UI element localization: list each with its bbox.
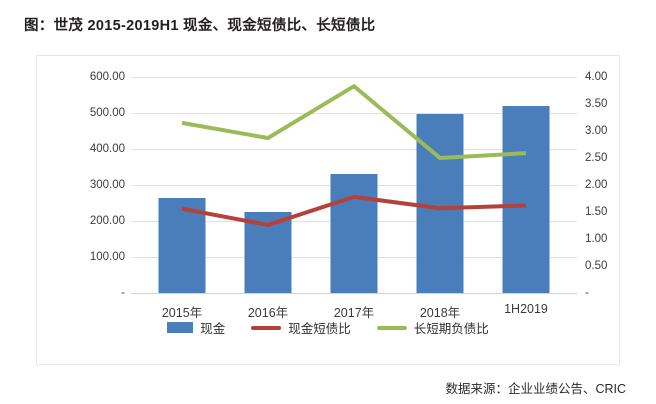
y-tick-left: 200.00 xyxy=(89,215,125,227)
y-tick-left: 600.00 xyxy=(89,71,125,83)
legend-label: 现金短债比 xyxy=(288,322,351,336)
source-note: 数据来源：企业业绩公告、CRIC xyxy=(445,382,626,396)
chart-card: - 100.00 200.00 300.00 400.00 500.00 600.00 - 0… xyxy=(36,55,620,365)
gridline xyxy=(131,113,577,114)
y-tick-left: 400.00 xyxy=(89,143,125,155)
y-tick-right: 1.50 xyxy=(585,206,608,218)
gridline xyxy=(131,149,577,150)
x-tick: 2015年 xyxy=(161,306,203,320)
line-现金短债比 xyxy=(181,194,527,227)
plot-area: - 100.00 200.00 300.00 400.00 500.00 600.00 - 0… xyxy=(90,71,608,320)
line-长短期负债比 xyxy=(181,84,527,160)
legend-item[interactable]: 现金 xyxy=(167,318,225,337)
gridline xyxy=(131,77,577,78)
line-series-layer xyxy=(181,84,527,227)
y-tick-right: 3.50 xyxy=(585,98,608,110)
y-tick-right: - xyxy=(585,287,589,299)
legend-swatch-icon xyxy=(167,322,194,333)
bar xyxy=(158,198,206,293)
legend-item[interactable]: 现金短债比 xyxy=(251,318,351,337)
y-tick-right: 1.00 xyxy=(585,233,608,245)
chart-title: 图：世茂 2015-2019H1 现金、现金短债比、长短债比 xyxy=(24,18,376,34)
x-tick: 2017年 xyxy=(333,306,375,320)
y-tick-left: - xyxy=(121,287,125,299)
y-tick-right: 2.00 xyxy=(585,179,608,191)
legend-label: 长短期负债比 xyxy=(413,322,489,336)
y-tick-right: 4.00 xyxy=(585,71,608,83)
legend-item[interactable]: 长短期负债比 xyxy=(376,318,489,337)
x-tick: 2016年 xyxy=(247,306,289,320)
y-tick-right: 2.50 xyxy=(585,152,608,164)
chart-legend: 现金 现金短债比 长短期负债比 xyxy=(37,318,619,337)
legend-label: 现金 xyxy=(200,322,226,336)
y-tick-right: 0.50 xyxy=(585,260,608,272)
bar xyxy=(330,174,378,293)
x-tick: 1H2019 xyxy=(504,302,548,316)
y-tick-left: 100.00 xyxy=(89,251,125,263)
y-tick-right: 3.00 xyxy=(585,125,608,137)
legend-swatch-icon xyxy=(376,325,407,330)
legend-swatch-icon xyxy=(251,325,282,330)
y-tick-left: 500.00 xyxy=(89,107,125,119)
y-tick-left: 300.00 xyxy=(89,179,125,191)
x-tick: 2018年 xyxy=(419,306,461,320)
bar xyxy=(502,105,550,293)
gridline xyxy=(131,293,577,294)
